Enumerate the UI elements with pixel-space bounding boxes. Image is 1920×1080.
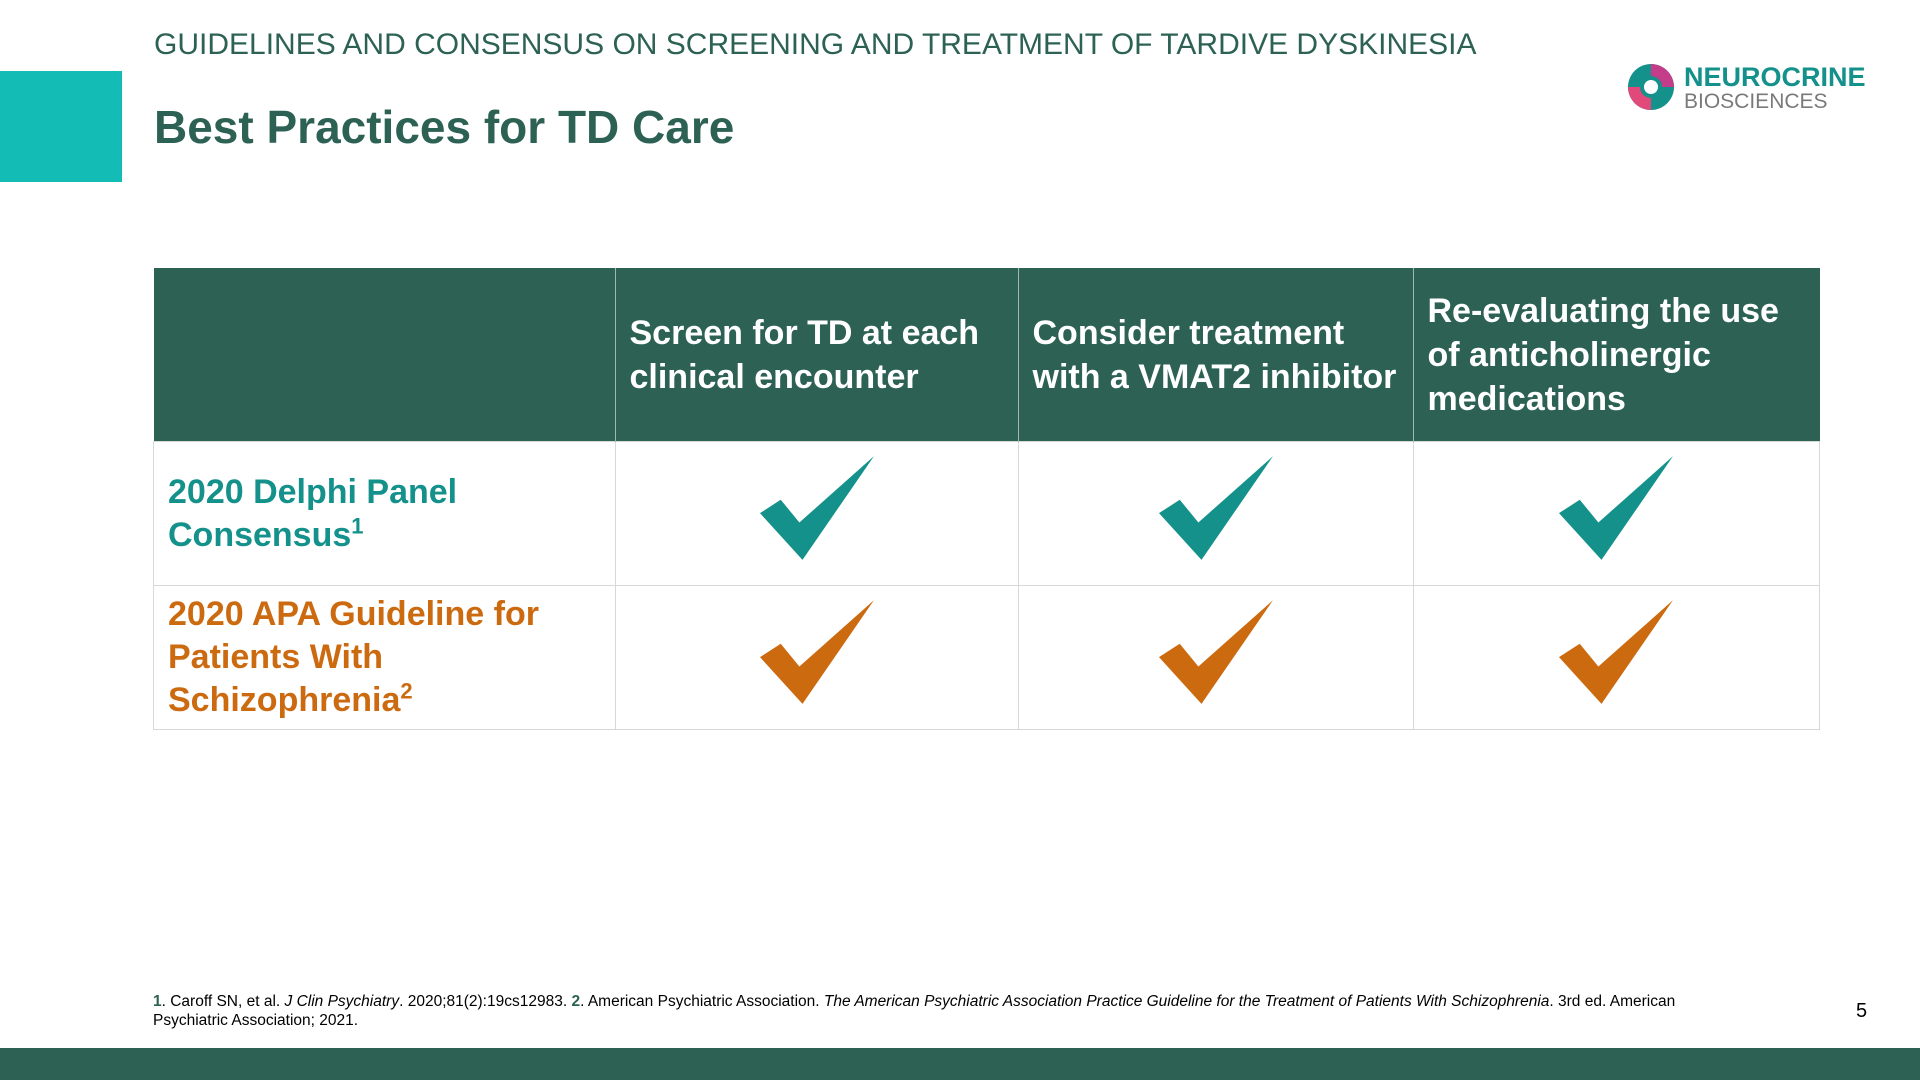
cell	[614, 441, 1019, 586]
row-label: 2020 APA Guideline for Patients With Sch…	[153, 585, 616, 730]
cell	[1412, 585, 1820, 730]
text: J Clin Psychiatry	[284, 993, 400, 1010]
text: . Caroff SN, et al.	[161, 993, 285, 1010]
header-cell: Consider treatment with a VMAT2 inhibito…	[1017, 268, 1413, 442]
logo-mark	[1628, 87, 1651, 110]
cell	[1412, 441, 1820, 586]
checkmark-shape	[759, 456, 874, 560]
logo-mark	[1644, 80, 1658, 94]
ref: 1	[351, 513, 364, 539]
checkmark-shape	[1559, 456, 1674, 560]
checkmark	[1158, 600, 1273, 704]
checkmark	[1158, 456, 1273, 560]
checkmark-shape	[759, 600, 874, 704]
checkmark-shape	[1158, 600, 1273, 704]
checkmark-shape	[1559, 600, 1674, 704]
checkmark	[759, 456, 874, 560]
logo-name: NEUROCRINE	[1684, 62, 1866, 92]
cell	[1017, 585, 1414, 730]
checkmark	[759, 600, 874, 704]
logo-mark	[1651, 64, 1674, 87]
table: Screen for TD at each clinical encounter…	[153, 268, 1820, 730]
checkmark	[1559, 456, 1674, 560]
cell	[1017, 441, 1414, 586]
row-label: 2020 Delphi Panel Consensus1	[153, 441, 616, 586]
ref: 2	[400, 678, 413, 704]
logo-sub: BIOSCIENCES	[1684, 90, 1828, 113]
accent-square	[0, 71, 122, 182]
text: . 3rd ed. American Psychiatric Associati…	[153, 993, 1676, 1029]
header-cell	[153, 268, 615, 442]
text: . American Psychiatric Association.	[580, 993, 824, 1010]
label-text: 2020 APA Guideline for Patients With Sch…	[168, 595, 539, 719]
title: Best Practices for TD Care	[154, 101, 735, 153]
checkmark-shape	[1158, 456, 1273, 560]
text: . 2020;81(2):19cs12983.	[399, 993, 572, 1010]
footnote: 1. Caroff SN, et al. J Clin Psychiatry. …	[153, 992, 1753, 1030]
label-text: 2020 Delphi Panel Consensus	[168, 472, 458, 554]
checkmark	[1559, 600, 1674, 704]
subtitle: GUIDELINES AND CONSENSUS ON SCREENING AN…	[154, 28, 1477, 61]
header-cell: Screen for TD at each clinical encounter	[614, 268, 1018, 442]
text: The American Psychiatric Association Pra…	[823, 993, 1550, 1010]
logo: NEUROCRINE BIOSCIENCES	[1628, 62, 1866, 113]
ref-num: 1	[153, 993, 162, 1010]
ref-num: 2	[571, 993, 581, 1010]
cell	[614, 585, 1019, 730]
footer-bar	[0, 1048, 1920, 1080]
header-cell: Re-evaluating the use of anticholinergic…	[1412, 268, 1820, 442]
page-number: 5	[1856, 1000, 1868, 1022]
